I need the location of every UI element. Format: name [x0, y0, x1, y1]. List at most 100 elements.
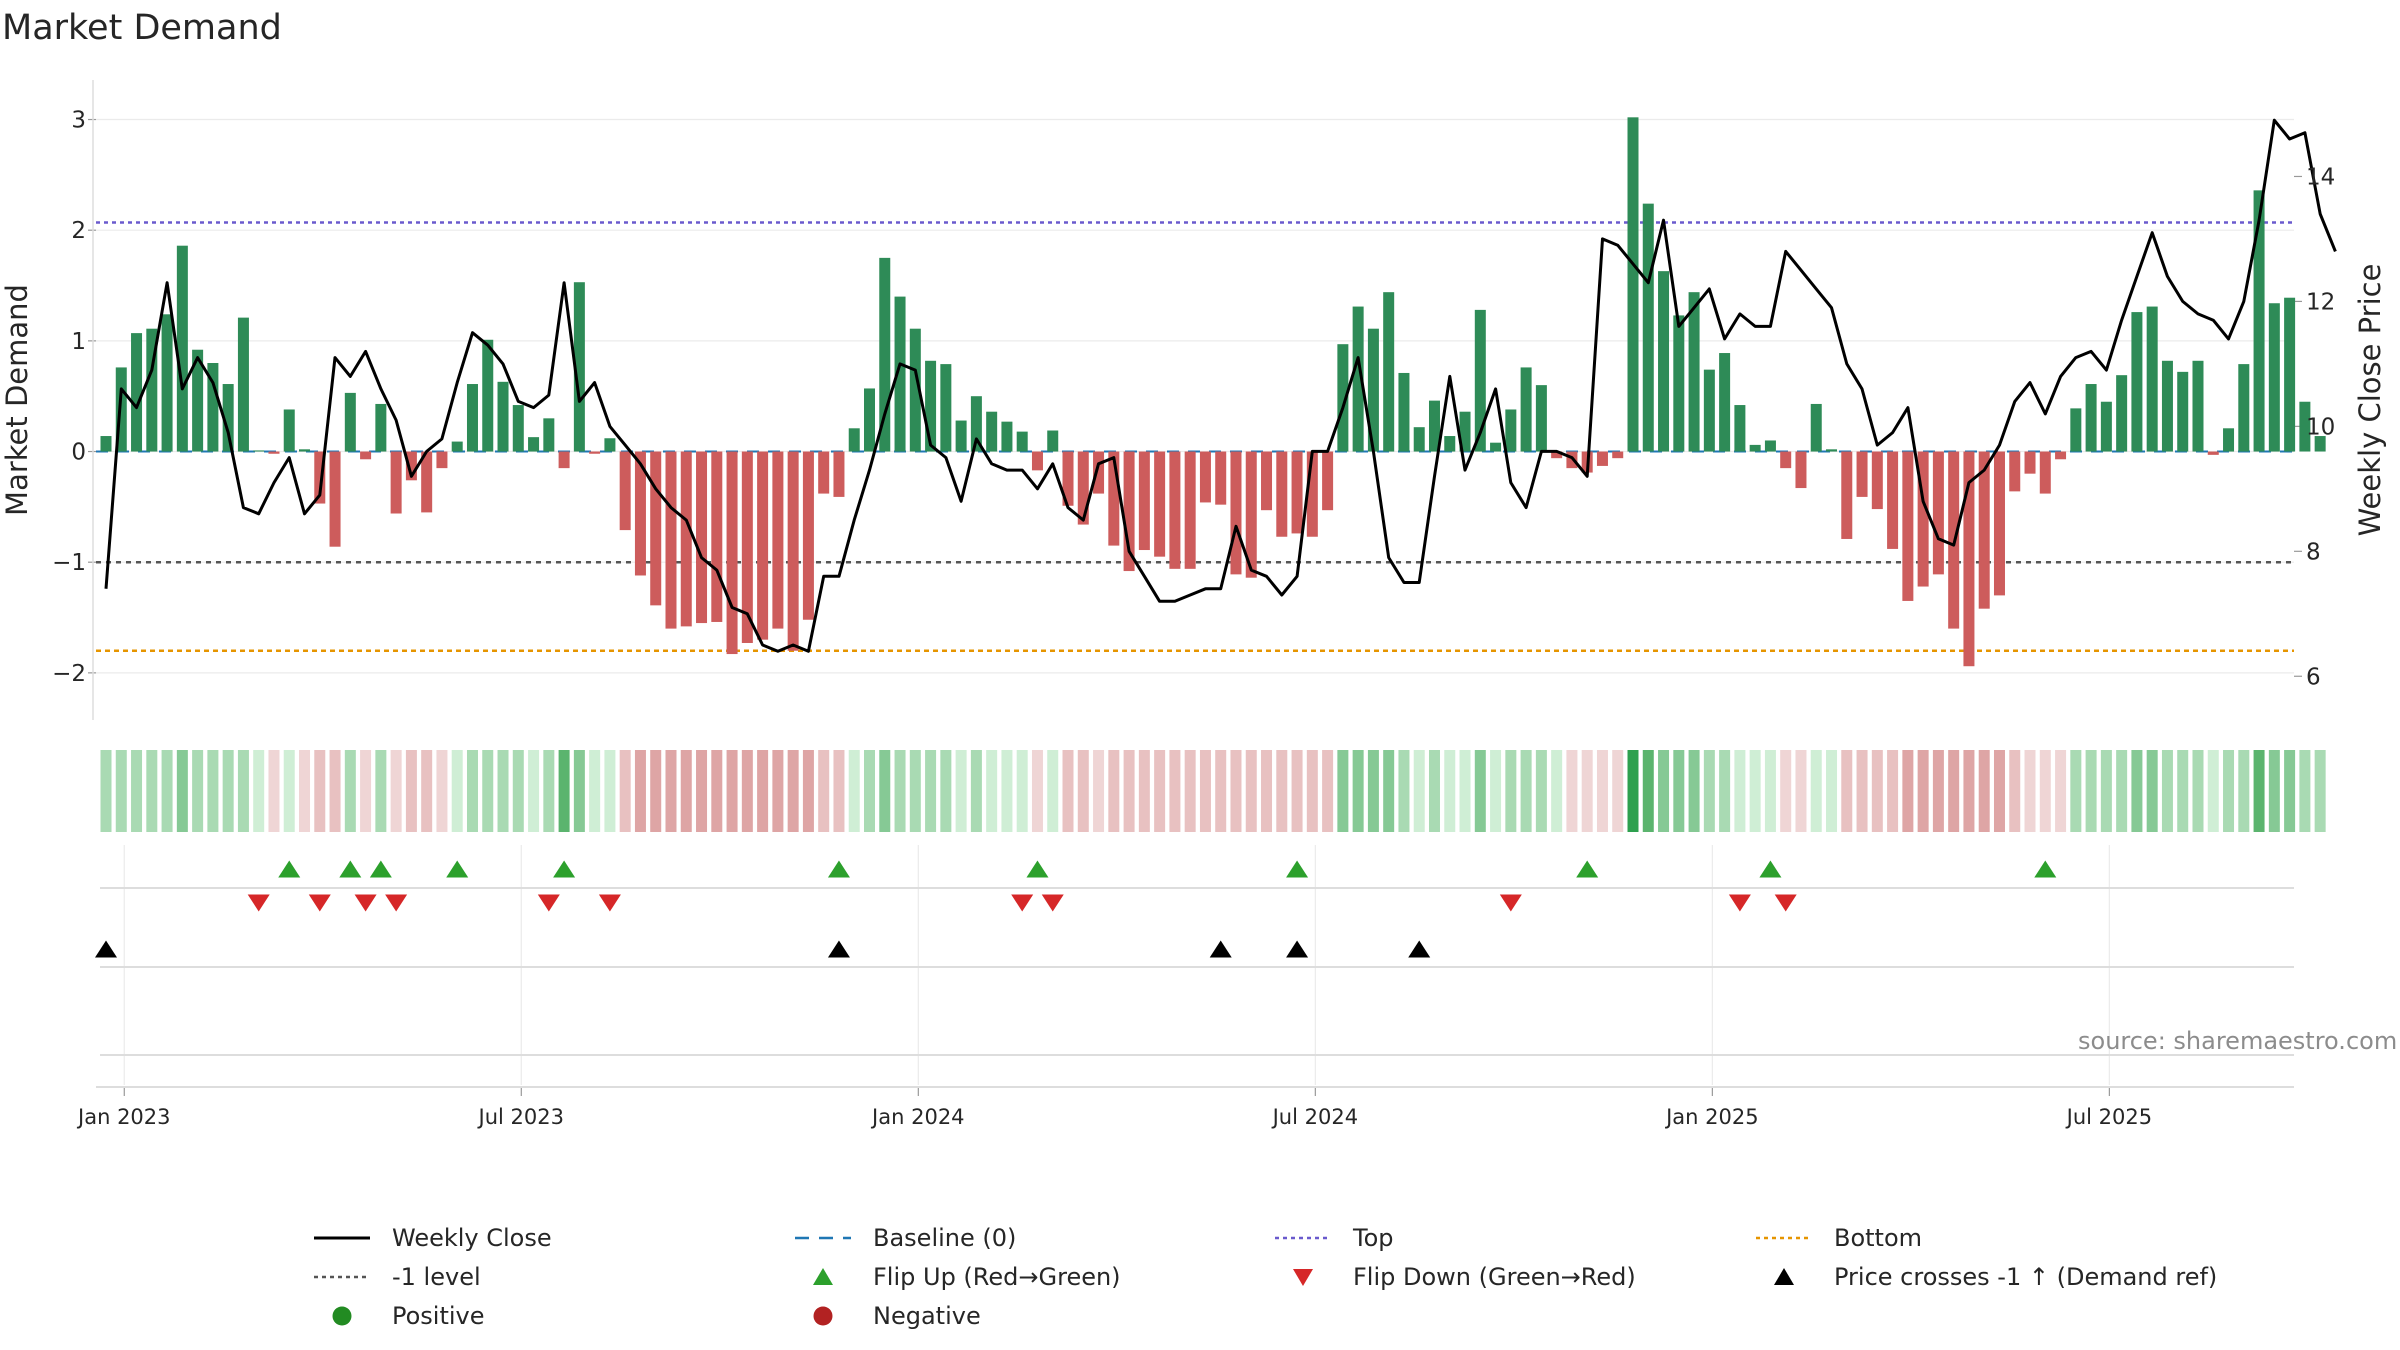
demand-bar	[619, 451, 631, 531]
regime-cell	[604, 750, 616, 832]
demand-bar	[1016, 431, 1028, 452]
regime-cell	[1383, 750, 1395, 832]
regime-cell	[1306, 750, 1318, 832]
regime-cell	[421, 750, 433, 832]
regime-cell	[1138, 750, 1150, 832]
price-cross-marker	[827, 940, 850, 958]
demand-bar	[787, 451, 799, 651]
demand-bar	[864, 388, 875, 452]
regime-cell	[833, 750, 845, 832]
regime-cell	[940, 750, 952, 832]
regime-cell	[1031, 750, 1043, 832]
regime-cell	[1932, 750, 1944, 832]
regime-cell	[2024, 750, 2036, 832]
line-swatch-icon	[1275, 1236, 1331, 1240]
line-swatch-icon	[795, 1236, 851, 1240]
y2-tick-label: 14	[2306, 164, 2335, 190]
legend-item-flip_down: Flip Down (Green→Red)	[1273, 1262, 1636, 1292]
demand-bar	[1245, 451, 1257, 578]
demand-bar	[1215, 451, 1227, 505]
demand-bar	[2177, 371, 2189, 452]
regime-cell	[2131, 750, 2143, 832]
weekly-close-line	[104, 118, 2337, 653]
flip-up-marker	[1576, 860, 1599, 878]
y-tick-label: 1	[71, 329, 86, 355]
legend-label: Flip Down (Green→Red)	[1353, 1263, 1636, 1291]
regime-cell	[1322, 750, 1334, 832]
y-axis-title: Market Demand	[0, 284, 34, 516]
regime-cell	[1810, 750, 1822, 832]
demand-bar	[1322, 451, 1334, 511]
demand-bar	[253, 450, 265, 452]
demand-bar	[1276, 451, 1288, 537]
demand-bar	[1627, 117, 1639, 452]
demand-bar	[894, 296, 906, 452]
demand-bar	[558, 451, 570, 469]
regime-cell	[2009, 750, 2021, 832]
regime-cell	[757, 750, 769, 832]
regime-cell	[436, 750, 448, 832]
regime-cell	[451, 750, 463, 832]
demand-bar	[2284, 297, 2296, 452]
demand-bar	[146, 328, 158, 452]
regime-cell	[192, 750, 204, 832]
demand-bar	[390, 451, 402, 514]
regime-cell	[1719, 750, 1731, 832]
regime-cell	[375, 750, 387, 832]
regime-cell	[558, 750, 570, 832]
demand-bar	[1413, 427, 1425, 452]
circle-icon	[332, 1306, 352, 1326]
demand-bar	[2314, 436, 2326, 452]
demand-bar	[1963, 451, 1975, 667]
regime-cell	[268, 750, 280, 832]
regime-cell	[2284, 750, 2296, 832]
demand-bar	[1505, 409, 1517, 452]
flip-down-marker	[247, 894, 270, 912]
regime-cell	[1169, 750, 1181, 832]
regime-cell	[741, 750, 753, 832]
regime-cell	[970, 750, 982, 832]
regime-cell	[1688, 750, 1700, 832]
y-tick-label: 2	[71, 218, 86, 244]
demand-bar	[451, 441, 463, 452]
regime-cell	[1581, 750, 1593, 832]
flip-up-marker	[369, 860, 392, 878]
demand-bar	[1169, 451, 1181, 569]
regime-cell	[1093, 750, 1105, 832]
x-tick-label: Jul 2024	[1271, 1105, 1358, 1129]
regime-cell	[1230, 750, 1242, 832]
regime-cell	[1062, 750, 1074, 832]
demand-bar	[2055, 451, 2067, 460]
demand-bar	[848, 428, 860, 452]
legend-label: Negative	[873, 1302, 981, 1330]
flip-down-marker	[1774, 894, 1797, 912]
y2-tick-label: 6	[2306, 664, 2321, 690]
flip-up-marker	[2034, 860, 2057, 878]
axes	[88, 80, 2302, 1096]
regime-cell	[726, 750, 738, 832]
demand-bar	[1902, 451, 1914, 601]
line-swatch-icon	[314, 1236, 370, 1240]
price-cross-marker	[95, 940, 117, 958]
demand-bar	[2009, 451, 2021, 492]
flip-down-marker	[1041, 894, 1064, 912]
event-markers	[95, 860, 2057, 958]
demand-bar	[665, 451, 677, 629]
demand-bar	[283, 409, 295, 452]
demand-bar	[1719, 353, 1731, 452]
demand-bar	[1551, 451, 1563, 459]
circle-icon	[813, 1306, 833, 1326]
demand-bar	[192, 349, 204, 452]
regime-cell	[2314, 750, 2326, 832]
price-cross-marker	[1408, 940, 1431, 958]
demand-bar	[2146, 306, 2158, 452]
demand-bar	[268, 451, 280, 454]
demand-bar	[421, 451, 433, 513]
regime-cell	[115, 750, 127, 832]
legend-label: Top	[1353, 1224, 1394, 1252]
demand-bar	[802, 451, 814, 620]
y2-tick-label: 10	[2306, 414, 2335, 440]
demand-bar	[1749, 444, 1761, 452]
